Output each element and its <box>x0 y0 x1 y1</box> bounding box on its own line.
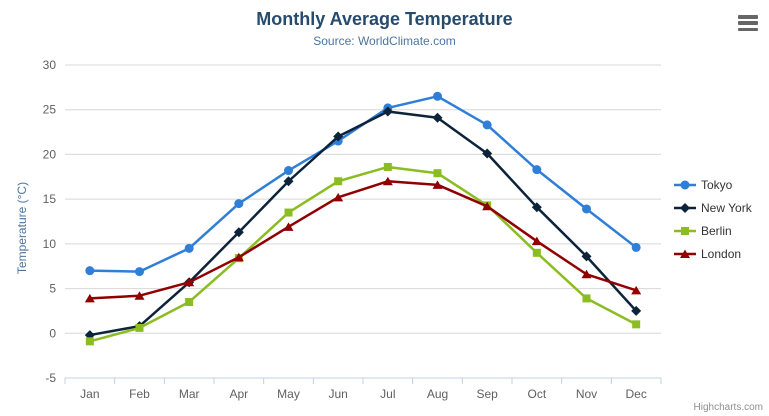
series-line-berlin <box>88 165 638 343</box>
series-tokyo[interactable] <box>85 91 641 277</box>
legend-marker-new-york <box>674 202 696 213</box>
data-point-new-york[interactable] <box>531 202 542 213</box>
data-point-berlin[interactable] <box>334 177 343 186</box>
x-axis-label: Apr <box>229 387 248 401</box>
series-london[interactable] <box>84 176 642 303</box>
x-axis-label: Nov <box>576 387 597 401</box>
legend-marker-london <box>674 249 696 258</box>
data-point-berlin[interactable] <box>284 208 293 217</box>
data-point-new-york[interactable] <box>333 131 344 142</box>
data-point-new-york[interactable] <box>432 112 443 123</box>
legend-symbol-berlin[interactable] <box>681 226 689 235</box>
series-line-london <box>88 180 638 300</box>
x-axis-label: Jun <box>328 387 347 401</box>
data-point-tokyo[interactable] <box>532 165 542 175</box>
x-axis-label: Aug <box>427 387 448 401</box>
legend-item-new-york[interactable]: New York <box>674 196 752 219</box>
hamburger-menu-icon <box>738 21 758 25</box>
legend-symbol-new-york[interactable] <box>680 202 690 213</box>
y-axis-label: -5 <box>45 371 56 385</box>
x-axis-label: Dec <box>625 387 646 401</box>
series-new-york[interactable] <box>84 106 642 341</box>
data-point-berlin[interactable] <box>433 169 442 178</box>
data-point-new-york[interactable] <box>631 305 642 316</box>
hamburger-menu-icon <box>738 15 758 19</box>
data-point-berlin[interactable] <box>582 294 591 303</box>
x-axis-label: Feb <box>129 387 150 401</box>
legend-marker-berlin <box>674 226 696 235</box>
data-point-new-york[interactable] <box>482 148 493 159</box>
x-axis-label: Oct <box>527 387 546 401</box>
data-point-tokyo[interactable] <box>85 266 95 276</box>
y-axis-label: 20 <box>43 147 57 161</box>
data-point-london[interactable] <box>283 222 294 231</box>
data-point-london[interactable] <box>333 192 344 202</box>
data-point-berlin[interactable] <box>135 323 144 332</box>
y-axis-label: 5 <box>49 282 56 296</box>
data-point-tokyo[interactable] <box>284 166 293 176</box>
y-axis-label: 10 <box>43 237 57 251</box>
x-axis-label: Mar <box>179 387 200 401</box>
chart-subtitle: Source: WorldClimate.com <box>313 34 456 48</box>
y-axis-title: Temperature (°C) <box>15 181 29 275</box>
export-menu-button[interactable] <box>738 15 758 31</box>
legend-symbol-tokyo[interactable] <box>680 180 690 189</box>
data-point-london[interactable] <box>84 293 95 303</box>
legend-label-new-york: New York <box>701 200 752 215</box>
legend-label-london: London <box>701 246 742 261</box>
legend-marker-tokyo <box>674 180 696 189</box>
data-point-tokyo[interactable] <box>135 267 144 277</box>
data-point-berlin[interactable] <box>532 248 541 257</box>
data-point-berlin[interactable] <box>632 320 641 329</box>
data-point-new-york[interactable] <box>283 176 294 187</box>
y-axis-label: 0 <box>49 326 56 340</box>
legend: Tokyo New York Berlin London <box>674 173 752 265</box>
data-point-tokyo[interactable] <box>433 91 442 101</box>
data-point-tokyo[interactable] <box>631 242 641 252</box>
x-axis-label: May <box>277 387 300 401</box>
series-line-new-york <box>88 110 638 337</box>
legend-item-london[interactable]: London <box>674 242 752 265</box>
data-point-london[interactable] <box>184 277 195 287</box>
series-line-tokyo <box>88 95 638 273</box>
y-axis-label: 30 <box>43 58 57 72</box>
data-point-new-york[interactable] <box>581 251 592 262</box>
x-axis-label: Jul <box>380 387 395 401</box>
legend-symbol-london[interactable] <box>680 249 690 258</box>
data-point-new-york[interactable] <box>382 106 393 117</box>
legend-item-tokyo[interactable]: Tokyo <box>674 173 752 196</box>
credits-link[interactable]: Highcharts.com <box>693 402 763 413</box>
data-point-london[interactable] <box>531 236 542 246</box>
data-point-berlin[interactable] <box>85 337 94 346</box>
data-point-new-york[interactable] <box>233 227 244 238</box>
y-axis-label: 15 <box>43 192 57 206</box>
data-point-tokyo[interactable] <box>234 199 244 209</box>
data-point-tokyo[interactable] <box>582 204 591 214</box>
hamburger-menu-icon <box>738 27 758 31</box>
data-point-london[interactable] <box>581 269 592 279</box>
chart-title: Monthly Average Temperature <box>256 9 513 29</box>
x-axis-label: Sep <box>476 387 498 401</box>
data-point-london[interactable] <box>482 201 493 211</box>
data-point-tokyo[interactable] <box>482 120 492 130</box>
data-point-london[interactable] <box>382 176 393 186</box>
data-point-london[interactable] <box>432 180 443 189</box>
y-axis-label: 25 <box>43 103 57 117</box>
data-point-london[interactable] <box>631 285 642 295</box>
x-axis-label: Jan <box>80 387 99 401</box>
legend-label-berlin: Berlin <box>701 223 732 238</box>
data-point-london[interactable] <box>134 291 145 300</box>
data-point-berlin[interactable] <box>185 297 194 306</box>
data-point-berlin[interactable] <box>383 162 392 171</box>
data-point-london[interactable] <box>233 252 244 262</box>
legend-item-berlin[interactable]: Berlin <box>674 219 752 242</box>
legend-label-tokyo: Tokyo <box>701 177 733 192</box>
data-point-tokyo[interactable] <box>184 243 194 253</box>
